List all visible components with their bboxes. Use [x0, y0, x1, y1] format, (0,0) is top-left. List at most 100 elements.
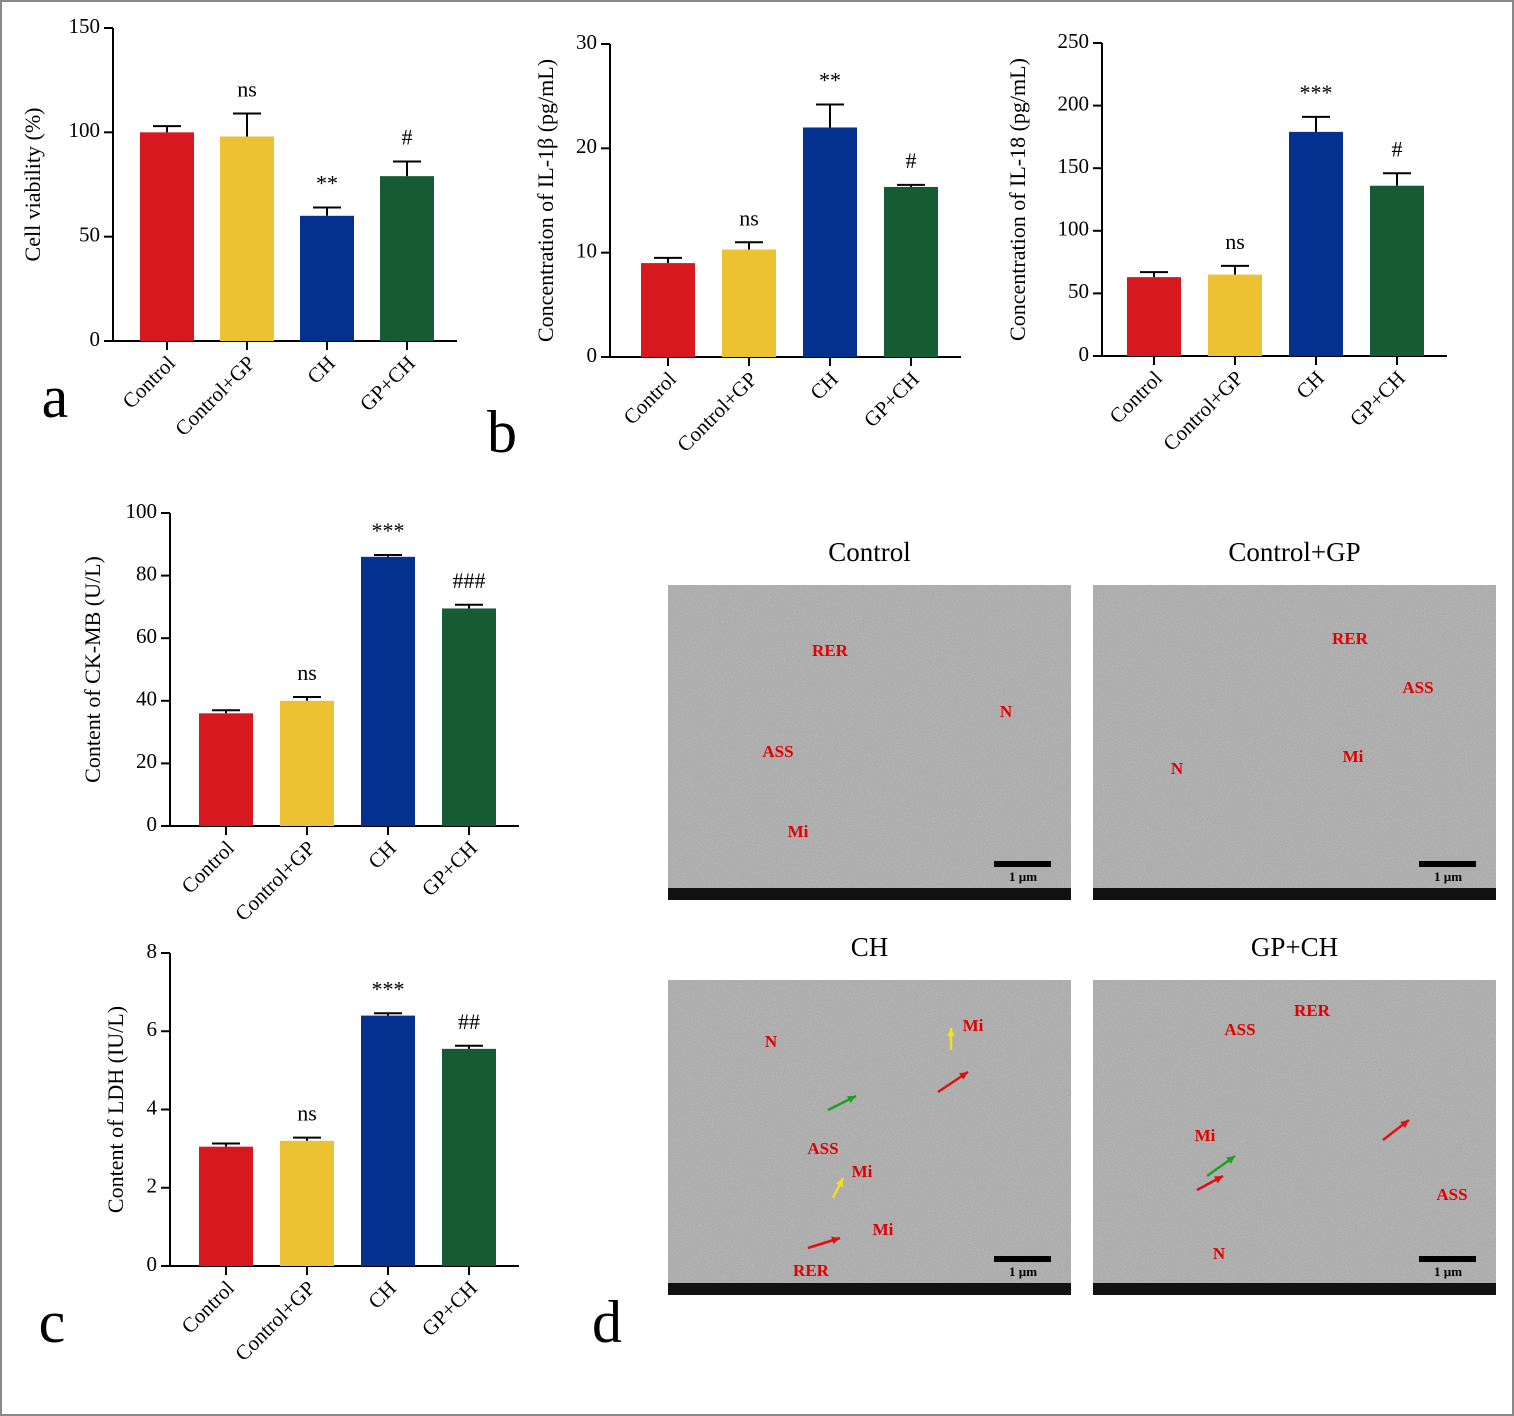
bar [280, 700, 334, 826]
micrograph-title: GP+CH [1251, 932, 1338, 962]
micrograph-label: ASS [1402, 678, 1433, 697]
micrograph-footer [1093, 1283, 1496, 1295]
bar [140, 132, 194, 341]
y-tick-label: 0 [147, 812, 158, 836]
bar [280, 1140, 334, 1266]
significance-label: # [1392, 136, 1403, 161]
micrograph-label: Mi [963, 1016, 984, 1035]
micrograph-label: RER [812, 641, 849, 660]
y-tick-label: 60 [136, 624, 157, 648]
bar [199, 713, 253, 826]
arrow-head [1214, 1176, 1223, 1184]
scale-bar-label: 1 µm [1434, 869, 1462, 884]
y-tick-label: 80 [136, 561, 157, 585]
arrow-head [947, 1028, 955, 1037]
micrograph-label: Mi [788, 822, 809, 841]
micrograph-texture [668, 980, 1071, 1283]
bar [1127, 277, 1181, 356]
bar [380, 176, 434, 341]
bar [1208, 274, 1262, 356]
panel-letter: b [487, 399, 517, 465]
bar [361, 1015, 415, 1266]
significance-label: # [402, 125, 413, 150]
significance-label: *** [372, 976, 405, 1001]
panel-letter: c [39, 1289, 66, 1355]
arrow-head [831, 1236, 840, 1245]
panel-letter: a [42, 364, 69, 430]
bar [442, 608, 496, 826]
y-tick-label: 150 [1058, 154, 1090, 178]
significance-label: ** [819, 68, 841, 93]
micrograph-label: ASS [1436, 1185, 1467, 1204]
y-tick-label: 4 [147, 1095, 158, 1119]
significance-label: ns [297, 1101, 317, 1126]
micrograph-label: N [1000, 702, 1013, 721]
micrograph-footer [1093, 888, 1496, 900]
micrograph-texture [1093, 585, 1496, 888]
y-axis-label: Content of CK-MB (U/L) [80, 556, 105, 783]
micrograph-label: RER [793, 1261, 830, 1280]
micrograph-footer [668, 888, 1071, 900]
y-tick-label: 150 [69, 14, 101, 38]
micrograph-label: Mi [873, 1220, 894, 1239]
bar [300, 215, 354, 341]
y-tick-label: 20 [136, 749, 157, 773]
micrograph-label: N [1171, 759, 1184, 778]
y-axis-label: Concentration of IL-1β (pg/mL) [533, 59, 558, 342]
y-tick-label: 6 [147, 1017, 158, 1041]
bar [803, 127, 857, 357]
y-tick-label: 40 [136, 687, 157, 711]
arrow-head [1226, 1156, 1235, 1164]
y-tick-label: 8 [147, 939, 158, 963]
y-tick-label: 250 [1058, 29, 1090, 53]
bar [361, 556, 415, 826]
micrograph-label: Mi [1343, 747, 1364, 766]
significance-label: # [906, 148, 917, 173]
micrograph-label: N [1213, 1244, 1226, 1263]
y-axis-label: Cell viability (%) [20, 108, 45, 262]
micrograph-title: Control+GP [1228, 537, 1360, 567]
bar [1289, 131, 1343, 356]
y-tick-label: 200 [1058, 91, 1090, 115]
y-tick-label: 100 [126, 499, 158, 523]
y-tick-label: 0 [147, 1252, 158, 1276]
y-axis-label: Concentration of IL-18 (pg/mL) [1005, 58, 1030, 341]
scale-bar-label: 1 µm [1434, 1264, 1462, 1279]
bar [884, 186, 938, 357]
significance-label: ## [458, 1009, 480, 1034]
micrograph-title: Control [828, 537, 911, 567]
y-tick-label: 50 [1068, 279, 1089, 303]
micrograph-label: ASS [1224, 1020, 1255, 1039]
micrograph-label: RER [1294, 1001, 1331, 1020]
arrow-head [959, 1072, 968, 1080]
significance-label: ### [453, 568, 486, 593]
bar [722, 249, 776, 357]
micrograph-texture [668, 585, 1071, 888]
micrograph-texture [1093, 980, 1496, 1283]
micrograph-label: Mi [1195, 1126, 1216, 1145]
significance-label: ns [739, 205, 759, 230]
micrograph-label: ASS [762, 742, 793, 761]
y-tick-label: 2 [147, 1174, 158, 1198]
y-tick-label: 10 [576, 238, 597, 262]
micrograph-label: ASS [807, 1139, 838, 1158]
y-tick-label: 0 [587, 343, 598, 367]
y-tick-label: 100 [1058, 217, 1090, 241]
micrograph-title: CH [851, 932, 889, 962]
significance-label: ns [297, 660, 317, 685]
scale-bar-label: 1 µm [1009, 1264, 1037, 1279]
significance-label: *** [1300, 80, 1333, 105]
y-tick-label: 100 [69, 118, 101, 142]
micrograph-label: RER [1332, 629, 1369, 648]
y-axis-label: Content of LDH (IU/L) [103, 1006, 128, 1213]
y-tick-label: 0 [90, 327, 101, 351]
bar [1370, 185, 1424, 356]
y-tick-label: 20 [576, 134, 597, 158]
bar [641, 263, 695, 357]
bar [442, 1048, 496, 1266]
scale-bar-label: 1 µm [1009, 869, 1037, 884]
significance-label: *** [372, 518, 405, 543]
micrograph-footer [668, 1283, 1071, 1295]
y-tick-label: 50 [79, 222, 100, 246]
